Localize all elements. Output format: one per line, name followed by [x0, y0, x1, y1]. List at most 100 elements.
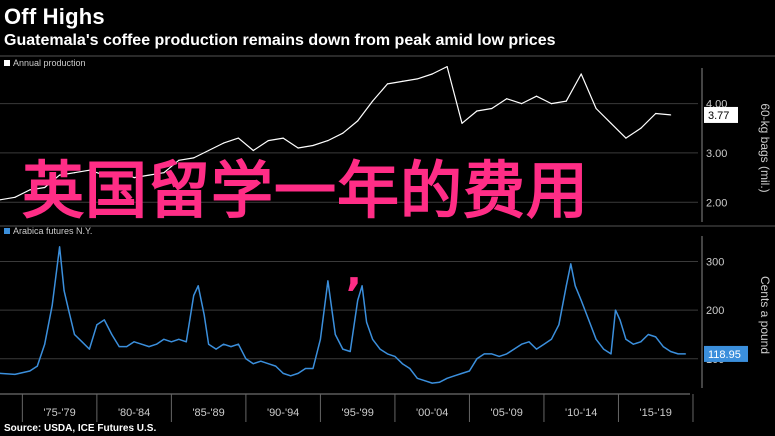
data-point-p1-37 [550, 103, 553, 105]
data-point-p1-16 [237, 137, 240, 139]
data-point-p2-66 [483, 353, 485, 355]
data-point-p2-50 [366, 321, 368, 323]
data-point-p1-36 [535, 95, 538, 97]
last-value-label-p1: 3.77 [708, 110, 729, 122]
data-point-p2-55 [401, 363, 403, 365]
last-value-label-p2: 118.95 [708, 349, 741, 361]
data-point-p2-29 [215, 348, 217, 350]
overlay-watermark-punct: , [346, 246, 362, 295]
data-point-p1-27 [401, 80, 403, 82]
data-point-p1-44 [655, 112, 657, 115]
data-point-p1-38 [565, 100, 567, 102]
data-point-p2-27 [203, 314, 205, 316]
data-point-p1-42 [625, 137, 627, 139]
data-point-p1-9 [133, 177, 135, 179]
data-point-p2-85 [614, 309, 617, 311]
data-point-p2-25 [193, 294, 195, 297]
x-tick-label-6: '05-'09 [491, 407, 523, 419]
data-point-p2-51 [371, 338, 374, 340]
y-tick-label-p2-1: 200 [706, 305, 724, 317]
data-point-p1-23 [342, 132, 344, 134]
data-point-p1-35 [520, 103, 523, 105]
data-point-p2-1 [14, 373, 16, 375]
data-point-p2-69 [506, 353, 508, 355]
data-point-p1-8 [118, 172, 120, 174]
data-point-p1-40 [595, 107, 597, 110]
data-point-p2-77 [565, 285, 567, 287]
data-point-p1-0 [0, 199, 1, 201]
data-point-p2-94 [677, 353, 679, 355]
data-point-p2-5 [51, 304, 53, 306]
data-point-p2-72 [528, 341, 530, 343]
data-point-p2-40 [297, 372, 299, 374]
data-point-p2-54 [394, 355, 396, 357]
data-point-p2-93 [670, 350, 672, 353]
data-point-p2-33 [245, 358, 247, 360]
data-point-p2-41 [304, 367, 307, 370]
last-value-box-p1 [704, 106, 738, 123]
x-tick-label-8: '15-'19 [640, 407, 672, 419]
data-point-p1-1 [14, 196, 16, 198]
data-point-p1-25 [371, 100, 374, 102]
data-point-p2-12 [96, 324, 98, 326]
data-point-p2-16 [126, 346, 128, 348]
source-note: Source: USDA, ICE Futures U.S. [4, 423, 157, 434]
data-point-p1-10 [148, 174, 150, 176]
data-point-p2-39 [290, 375, 292, 377]
overlay-watermark-text: 英国留学一年的费用 [22, 154, 590, 227]
data-point-p1-19 [282, 137, 284, 139]
data-point-p2-0 [0, 372, 1, 374]
data-point-p2-23 [178, 338, 180, 340]
data-point-p1-22 [327, 140, 329, 142]
data-point-p1-3 [44, 186, 46, 189]
data-point-p2-74 [543, 343, 545, 345]
data-point-p2-22 [170, 341, 172, 343]
data-point-p2-52 [379, 348, 381, 350]
data-point-p2-65 [476, 358, 478, 360]
data-point-p2-24 [185, 341, 187, 343]
y-tick-label-p2-2: 300 [706, 256, 724, 268]
data-point-p1-41 [610, 122, 612, 124]
data-point-p2-89 [640, 341, 642, 343]
series-line-p1 [0, 66, 671, 201]
data-point-p2-9 [73, 333, 76, 336]
data-point-p2-81 [588, 319, 590, 321]
x-tick-label-1: '80-'84 [118, 407, 150, 419]
data-point-p2-58 [424, 380, 426, 382]
data-point-p2-67 [491, 353, 493, 355]
legend-swatch-1 [4, 60, 10, 66]
data-point-p2-83 [602, 348, 605, 350]
data-point-p1-26 [386, 83, 389, 85]
data-point-p2-45 [334, 333, 336, 336]
legend-label-2: Arabica futures N.Y. [13, 226, 92, 236]
data-point-p2-92 [662, 346, 664, 348]
data-point-p1-30 [446, 66, 448, 68]
data-point-p1-14 [208, 149, 210, 152]
data-point-p2-46 [342, 348, 344, 350]
data-point-p2-21 [163, 338, 165, 340]
data-point-p2-53 [386, 353, 389, 355]
data-point-p2-6 [59, 246, 61, 248]
data-point-p2-30 [222, 343, 225, 345]
data-point-p2-78 [570, 263, 572, 265]
chart-title: Off Highs [4, 4, 105, 29]
data-point-p2-4 [44, 343, 46, 345]
data-point-p2-63 [461, 372, 463, 374]
data-point-p2-10 [81, 341, 83, 343]
data-point-p2-32 [237, 343, 240, 345]
legend-label-1: Annual production [13, 58, 86, 68]
data-point-p1-7 [103, 174, 105, 176]
data-point-p1-17 [252, 149, 254, 152]
data-point-p2-34 [252, 363, 254, 365]
data-point-p2-60 [439, 381, 441, 383]
data-point-p1-2 [29, 189, 31, 191]
data-point-p2-91 [655, 336, 657, 338]
data-point-p1-28 [416, 78, 418, 80]
data-point-p1-5 [73, 172, 76, 174]
y-axis-label-p2: Cents a pound [758, 276, 772, 354]
data-point-p2-17 [133, 341, 135, 343]
data-point-p2-73 [535, 348, 538, 350]
data-point-p2-71 [520, 343, 523, 345]
data-point-p2-87 [625, 338, 627, 340]
